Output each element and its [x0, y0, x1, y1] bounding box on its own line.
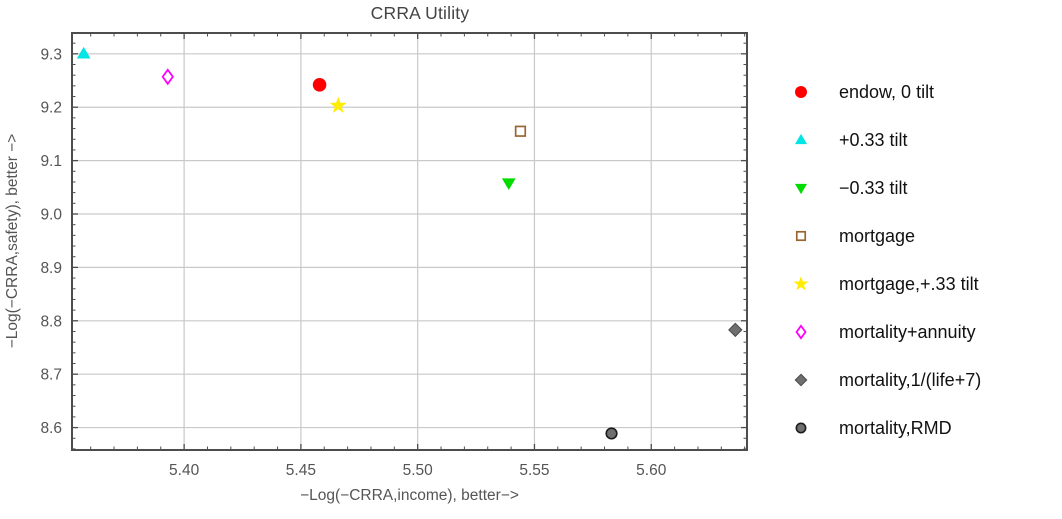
y-tick-label: 8.9 [40, 260, 62, 277]
0-33-tilt-marker-glyph [794, 133, 808, 145]
x-tick-label: 5.45 [286, 462, 316, 479]
y-tick-label: 9.0 [40, 207, 62, 224]
legend-label: −0.33 tilt [839, 177, 908, 198]
legend-item-0-33-tilt: +0.33 tilt [775, 116, 981, 164]
0-33-tilt-marker-icon [794, 133, 808, 145]
legend-label: +0.33 tilt [839, 129, 908, 150]
legend-item-mortality-annuity: mortality+annuity [775, 308, 981, 356]
mortgage-33-tilt-marker-glyph [793, 276, 809, 291]
plot-frame [71, 32, 748, 451]
mortality-1-life-7-marker-icon [794, 373, 808, 387]
x-tick-label: 5.60 [636, 462, 667, 479]
data-point-mortgage [514, 125, 527, 137]
legend: endow, 0 tilt +0.33 tilt −0.33 tilt mortgag… [775, 68, 981, 452]
legend-label: mortality,RMD [839, 417, 952, 438]
data-point-mortality-annuity [161, 68, 174, 86]
endow-0-tilt-marker-glyph [795, 86, 807, 98]
legend-item-mortality-rmd: mortality,RMD [775, 404, 981, 452]
legend-label: mortgage [839, 225, 916, 246]
y-tick-label: 9.2 [40, 100, 62, 117]
y-axis-label: −Log(−CRRA,safety), better −> [4, 133, 21, 349]
x-tick-label: 5.40 [169, 462, 200, 479]
data-point-mortality-1-life-7 [728, 322, 743, 338]
legend-item-mortgage: mortgage [775, 212, 981, 260]
legend-item-mortgage-33-tilt: mortgage,+.33 tilt [775, 260, 981, 308]
legend-label: endow, 0 tilt [839, 81, 935, 102]
data-point-mortgage-33-tilt [329, 96, 347, 113]
legend-item-mortality-1-life-7: mortality,1/(life+7) [775, 356, 981, 404]
y-tick-label: 8.6 [40, 420, 62, 437]
endow-0-tilt-marker-icon [795, 86, 807, 98]
legend-item-0-33-tilt: −0.33 tilt [775, 164, 981, 212]
mortality-1-life-7-marker-glyph [794, 373, 808, 387]
mortality-rmd-marker-glyph [795, 422, 807, 434]
legend-label: mortality+annuity [839, 321, 976, 342]
0-33-tilt-marker-glyph [794, 183, 808, 195]
mortality-annuity-marker-glyph [795, 324, 807, 340]
chart-title: CRRA Utility [370, 3, 470, 23]
x-tick-label: 5.50 [403, 462, 434, 479]
0-33-tilt-marker-icon [794, 183, 808, 195]
x-axis-label: −Log(−CRRA,income), better−> [300, 487, 519, 504]
mortgage-33-tilt-marker-icon [793, 276, 809, 291]
x-tick-label: 5.55 [519, 462, 549, 479]
legend-label: mortality,1/(life+7) [839, 369, 982, 390]
data-point-mortality-rmd [605, 427, 618, 440]
y-tick-label: 9.1 [40, 153, 62, 170]
y-tick-label: 8.7 [40, 367, 62, 384]
mortgage-marker-glyph [795, 230, 807, 242]
mortality-rmd-marker-icon [795, 422, 807, 434]
y-tick-label: 8.8 [40, 313, 62, 330]
data-point-0-33-tilt [76, 46, 91, 59]
data-point-0-33-tilt [501, 178, 516, 191]
mortgage-marker-icon [795, 230, 807, 242]
data-point-endow-0-tilt [312, 77, 327, 92]
legend-item-endow-0-tilt: endow, 0 tilt [775, 68, 981, 116]
scatter-plot: 5.40 5.45 5.50 5.55 5.60 8.6 8.7 8.8 8.9 9.0 9.1 9.… [40, 32, 748, 479]
legend-label: mortgage,+.33 tilt [839, 273, 979, 294]
y-tick-label: 9.3 [40, 46, 62, 63]
mortality-annuity-marker-icon [795, 324, 807, 340]
